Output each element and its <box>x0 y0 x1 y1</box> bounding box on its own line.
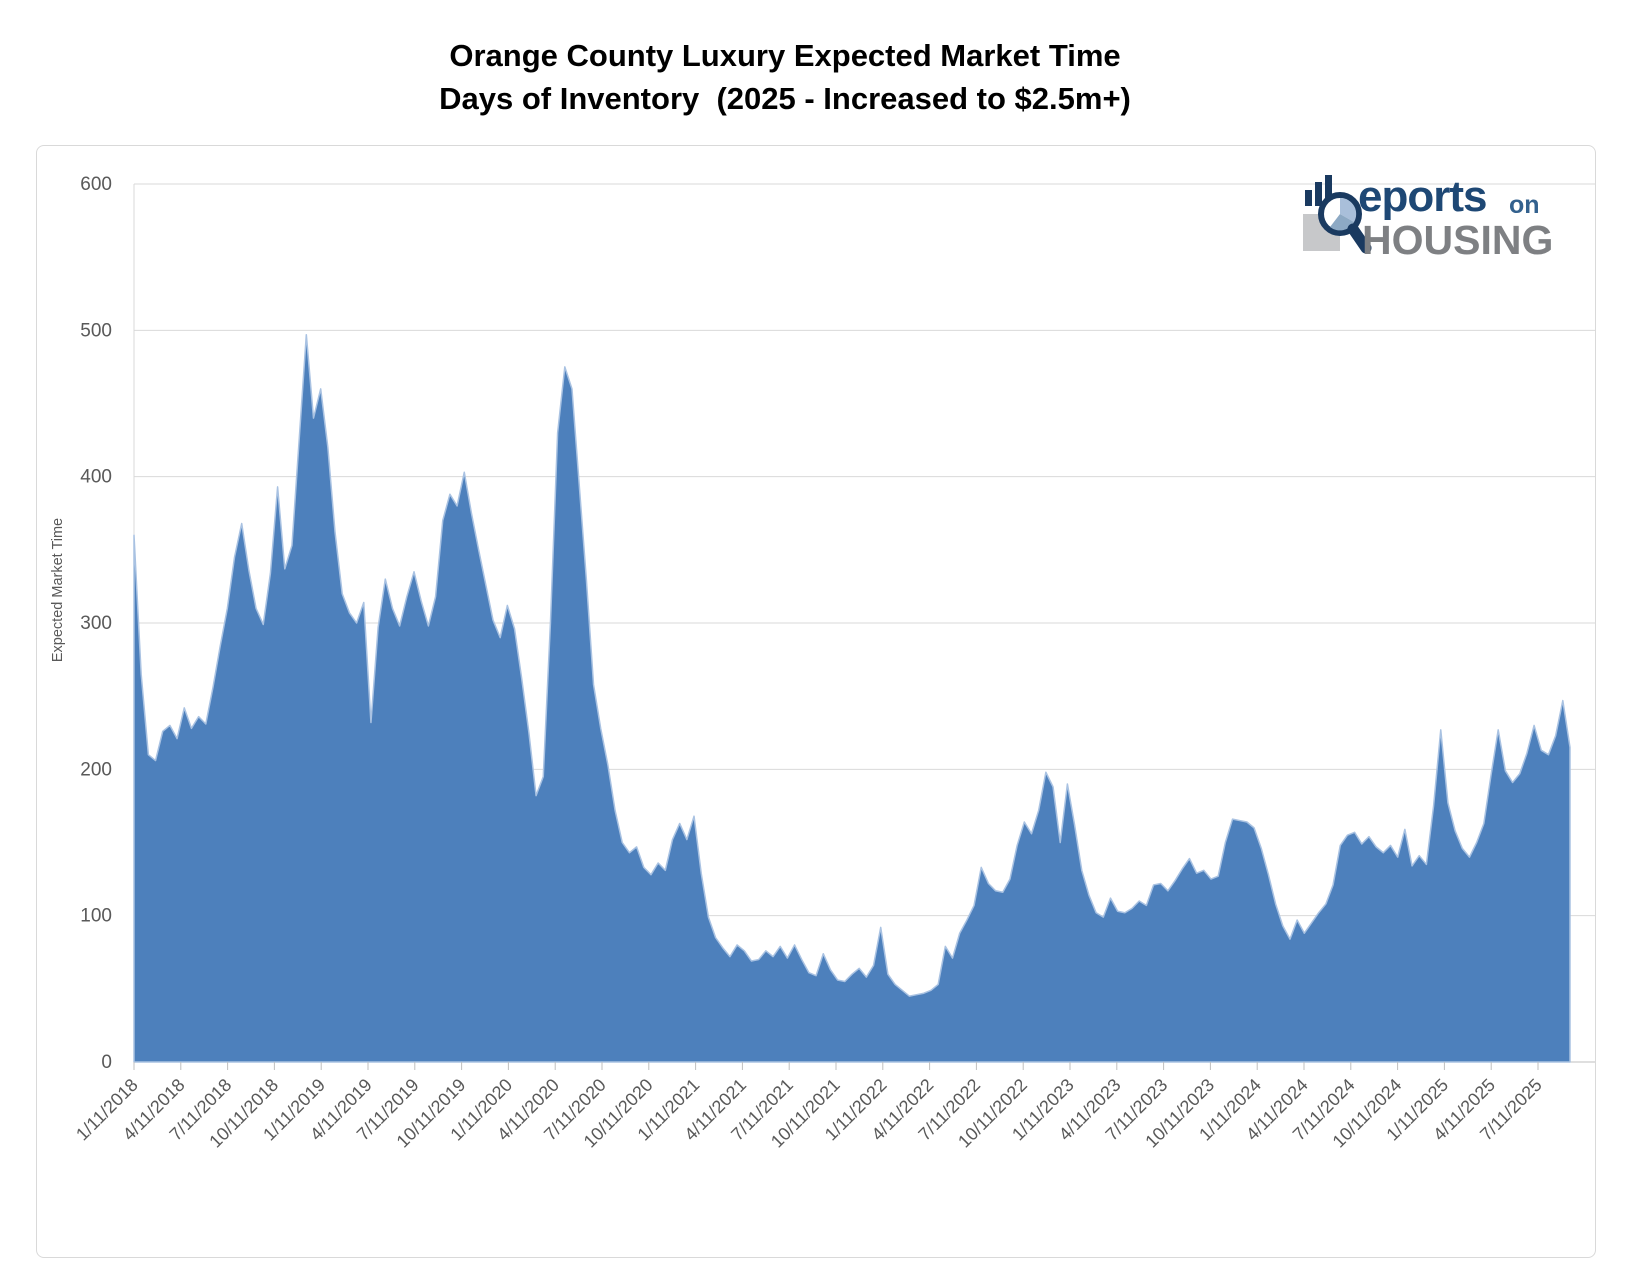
reports-on-housing-logo: eports on HOUSING <box>1300 172 1560 282</box>
y-tick-label-400: 400 <box>80 467 112 488</box>
logo-bar-tall <box>1325 175 1332 206</box>
magnifier-chart-icon <box>1303 175 1372 254</box>
y-tick-label-100: 100 <box>80 906 112 927</box>
logo-text-housing: HOUSING <box>1362 217 1554 263</box>
y-tick-label-300: 300 <box>80 613 112 634</box>
y-tick-label-500: 500 <box>80 320 112 341</box>
logo-text-on: on <box>1509 191 1540 219</box>
chart-title-line2: Days of Inventory (2025 - Increased to $… <box>439 81 1131 116</box>
y-tick-label-0: 0 <box>101 1052 112 1073</box>
logo-bar-medium <box>1315 182 1322 206</box>
logo-text-reports: eports <box>1358 172 1487 221</box>
logo-bar-small <box>1305 190 1312 206</box>
chart-title: Orange County Luxury Expected Market Tim… <box>0 34 1570 120</box>
lens-pie-light <box>1340 197 1357 222</box>
y-tick-label-200: 200 <box>80 759 112 780</box>
y-tick-label-600: 600 <box>80 174 112 195</box>
lens-pie-medium <box>1330 214 1354 231</box>
chart-title-line1: Orange County Luxury Expected Market Tim… <box>449 38 1121 73</box>
magnifier-handle <box>1347 223 1372 254</box>
market-time-area-series <box>133 333 1571 1063</box>
y-axis-title: Expected Market Time <box>50 518 66 662</box>
